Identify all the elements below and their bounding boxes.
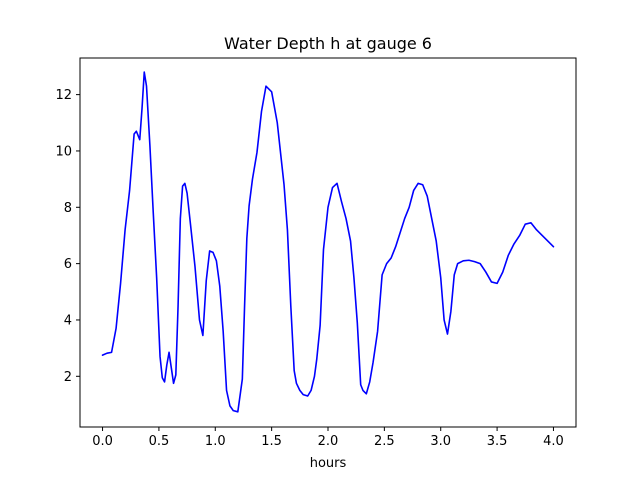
chart-title: Water Depth h at gauge 6: [224, 34, 432, 53]
x-axis-label: hours: [310, 456, 347, 471]
x-tick-label: 4.0: [543, 434, 564, 449]
series-line-0: [101, 71, 555, 413]
x-tick-label: 0.5: [149, 434, 170, 449]
axes: 0.0 0.5 1.0 1.5 2.0 2.5 3.0 3.5 4.0 2 4 6 8 10 12: [55, 57, 577, 449]
x-tick-label: 0.0: [92, 434, 113, 449]
x-tick-label: 2.5: [374, 434, 395, 449]
x-tick-label: 1.0: [205, 434, 226, 449]
y-tick-label: 12: [55, 88, 72, 103]
y-tick-label: 2: [64, 370, 72, 385]
y-tick-label: 10: [55, 144, 72, 159]
plot-area: [101, 71, 555, 413]
y-tick-label: 8: [64, 201, 72, 216]
x-tick-label: 2.0: [318, 434, 339, 449]
x-tick-label: 3.5: [487, 434, 508, 449]
y-tick-label: 6: [64, 257, 72, 272]
x-tick-label: 1.5: [261, 434, 282, 449]
x-tick-label: 3.0: [430, 434, 451, 449]
y-tick-label: 4: [64, 313, 72, 328]
